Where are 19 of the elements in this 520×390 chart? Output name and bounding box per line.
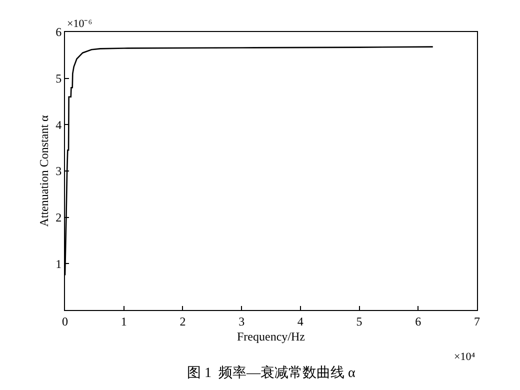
y-tick-label: 2 [56,210,62,225]
x-axis-title: Frequency/Hz [237,329,305,344]
x-tick-label: 5 [356,314,362,328]
text: 图 1 频率—衰减常数曲线 α [187,365,356,381]
x-tick-label: 2 [180,314,186,328]
x-tick-label: 0 [62,314,68,328]
y-tick-label: 1 [56,256,62,271]
y-tick-label: 5 [56,72,62,86]
x-tick-label: 4 [297,314,304,328]
y-axis-title: Attenuation Constant α [36,114,51,227]
x-tick-label: 3 [238,314,245,328]
y-tick-label: 3 [56,164,62,178]
text: ×10⁻⁶ [67,18,92,30]
x-tick-label: 7 [474,314,480,328]
x-tick-label: 6 [415,314,422,328]
x-tick-label: 1 [120,314,127,328]
y-tick-label: 6 [56,25,62,40]
text: ×10⁴ [454,351,476,363]
y-tick-label: 4 [56,118,62,132]
